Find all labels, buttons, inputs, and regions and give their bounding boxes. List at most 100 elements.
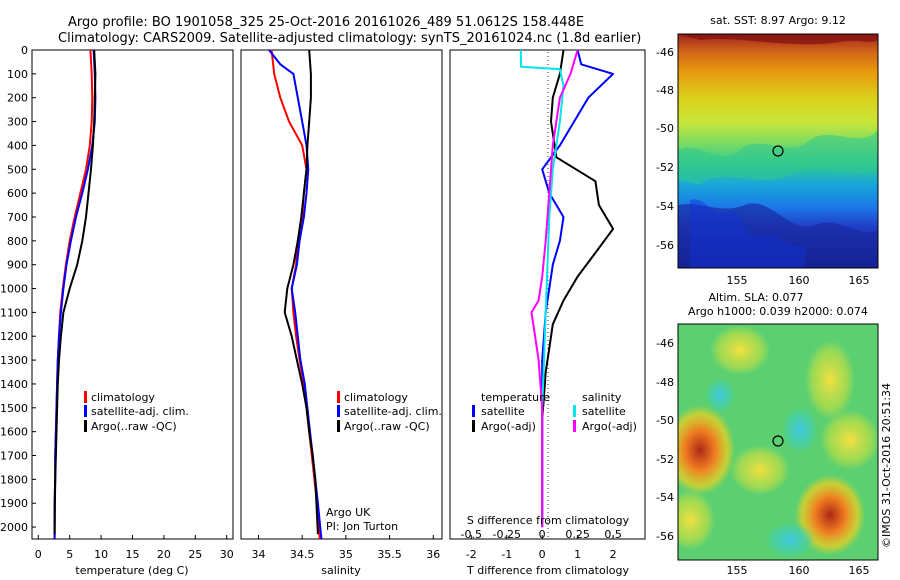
- map-sst-image: [678, 34, 878, 268]
- x-tick-label: 2: [610, 548, 617, 561]
- legend-swatch-satellite: [84, 405, 87, 417]
- map-sst-ytick: -50: [656, 122, 674, 135]
- legend-swatch-s-satellite: [573, 405, 576, 417]
- temperature-legend: climatology satellite-adj. clim. Argo(..…: [84, 391, 189, 433]
- map-sst-title: sat. SST: 8.97 Argo: 9.12: [710, 14, 846, 27]
- map-sla-title-2: Argo h1000: 0.039 h2000: 0.074: [688, 305, 868, 318]
- depth-tick-label: 1300: [0, 354, 28, 367]
- map-sla-image: [678, 324, 878, 560]
- map-sst-ytick: -54: [656, 200, 674, 213]
- depth-tick-label: 600: [7, 187, 28, 200]
- legend-label-s-satellite: satellite: [582, 405, 626, 418]
- map-sla-ytick: -46: [656, 337, 674, 350]
- annotation-argo-uk: Argo UK: [326, 506, 371, 519]
- header-line1: Argo profile: BO 1901058_325 25-Oct-2016…: [68, 15, 584, 30]
- argo-float-marker: [772, 435, 784, 447]
- depth-tick-label: 200: [7, 92, 28, 105]
- x-tick-label: 1: [574, 548, 581, 561]
- map-sla-ytick: -50: [656, 414, 674, 427]
- map-sst-yticks: -46 -48 -50 -52 -54 -56: [656, 46, 674, 252]
- legend-title-salinity: salinity: [582, 391, 622, 404]
- x-tick-label: 35: [339, 548, 353, 561]
- legend-label-s-argo: Argo(-adj): [582, 420, 637, 433]
- panel-temperature: 0100200300400500600700800900100011001200…: [0, 44, 234, 577]
- depth-axis-ticks: 0 100 200 300 400 500 600 700 800 900 1000 1100 1200…: [0, 44, 36, 534]
- map-sla-xtick: 160: [789, 564, 810, 577]
- depth-tick-label: 700: [7, 211, 28, 224]
- legend-swatch-s-argo: [573, 420, 576, 432]
- copyright-timestamp: ©IMOS 31-Oct-2016 20:51:34: [880, 383, 893, 548]
- s-difference-tick-label: 0: [539, 528, 546, 541]
- salinity-axis-label: salinity: [321, 564, 361, 577]
- map-sla-ytick: -52: [656, 453, 674, 466]
- x-tick-label: 20: [157, 548, 171, 561]
- legend-label-argo: Argo(..raw -QC): [91, 420, 177, 433]
- legend-label-climatology: climatology: [344, 391, 408, 404]
- header-line2: Climatology: CARS2009. Satellite-adjuste…: [58, 31, 641, 46]
- salinity-series: [268, 49, 323, 540]
- x-tick-label: 25: [188, 548, 202, 561]
- map-sst-ytick: -46: [656, 46, 674, 59]
- map-sst-xticks: 155 160 165: [727, 274, 870, 287]
- panel-salinity: 34 34.5 35 35.5 36 salinity climatology sate…: [240, 49, 443, 577]
- map-sst: sat. SST: 8.97 Argo: 9.12 -46 -48 -50 -5…: [656, 14, 879, 287]
- depth-tick-label: 1700: [0, 450, 28, 463]
- depth-tick-label: 500: [7, 163, 28, 176]
- map-sla-title-1: Altim. SLA: 0.077: [708, 291, 803, 304]
- map-sla-xtick: 155: [727, 564, 748, 577]
- temperature-series: [53, 49, 97, 539]
- map-sst-xtick: 165: [849, 274, 870, 287]
- legend-label-argo: Argo(..raw -QC): [344, 420, 430, 433]
- series-line-argorawqc: [283, 49, 319, 535]
- map-sst-xtick: 155: [727, 274, 748, 287]
- x-tick-label: 34: [251, 548, 265, 561]
- legend-swatch-argo: [337, 420, 340, 432]
- map-sst-xtick: 160: [789, 274, 810, 287]
- s-difference-label: S difference from climatology: [467, 514, 630, 527]
- depth-tick-label: 1500: [0, 402, 28, 415]
- panel-salinity-frame: [240, 49, 443, 540]
- panel-temperature-frame: [31, 49, 234, 540]
- s-difference-tick-label: 0.25: [565, 528, 590, 541]
- depth-tick-label: 800: [7, 235, 28, 248]
- legend-swatch-climatology: [84, 391, 87, 403]
- map-sst-ytick: -52: [656, 161, 674, 174]
- depth-tick-label: 1100: [0, 306, 28, 319]
- legend-swatch-satellite: [337, 405, 340, 417]
- t-difference-label: T difference from climatology: [466, 564, 629, 577]
- map-sla-xticks: 155 160 165: [727, 564, 870, 577]
- legend-label-climatology: climatology: [91, 391, 155, 404]
- depth-tick-label: 400: [7, 139, 28, 152]
- map-sla-frame: [677, 323, 879, 561]
- s-difference-tick-labels: -0.5 -0.25 0 0.25 0.5: [461, 528, 622, 541]
- map-sla: Altim. SLA: 0.077 Argo h1000: 0.039 h200…: [656, 291, 879, 577]
- s-difference-tick-label: 0.5: [604, 528, 622, 541]
- depth-tick-label: 2000: [0, 521, 28, 534]
- annotation-pi: PI: Jon Turton: [326, 520, 398, 533]
- depth-tick-label: 100: [7, 68, 28, 81]
- depth-tick-label: 0: [21, 44, 28, 57]
- legend-label-satellite: satellite-adj. clim.: [91, 405, 189, 418]
- map-sst-ytick: -56: [656, 239, 674, 252]
- x-tick-label: 36: [426, 548, 440, 561]
- depth-tick-label: 900: [7, 259, 28, 272]
- difference-axis-ticks: -2 -1 0 1 2: [466, 535, 617, 561]
- map-sst-ytick: -48: [656, 84, 674, 97]
- depth-tick-label: 1800: [0, 473, 28, 486]
- depth-tick-label: 1900: [0, 497, 28, 510]
- x-tick-label: 5: [66, 548, 73, 561]
- legend-title-temperature: temperature: [481, 391, 550, 404]
- difference-series: [519, 49, 615, 528]
- depth-tick-label: 300: [7, 116, 28, 129]
- legend-label-t-satellite: satellite: [481, 405, 525, 418]
- s-difference-tick-label: -0.25: [492, 528, 520, 541]
- s-difference-tick-label: -0.5: [461, 528, 482, 541]
- legend-swatch-t-satellite: [472, 405, 475, 417]
- x-tick-label: 0: [35, 548, 42, 561]
- salinity-axis-ticks: 34 34.5 35 35.5 36: [251, 535, 440, 561]
- x-tick-label: 35.5: [377, 548, 402, 561]
- legend-swatch-climatology: [337, 391, 340, 403]
- x-tick-label: 0: [539, 548, 546, 561]
- map-sla-ytick: -56: [656, 530, 674, 543]
- map-sla-xtick: 165: [849, 564, 870, 577]
